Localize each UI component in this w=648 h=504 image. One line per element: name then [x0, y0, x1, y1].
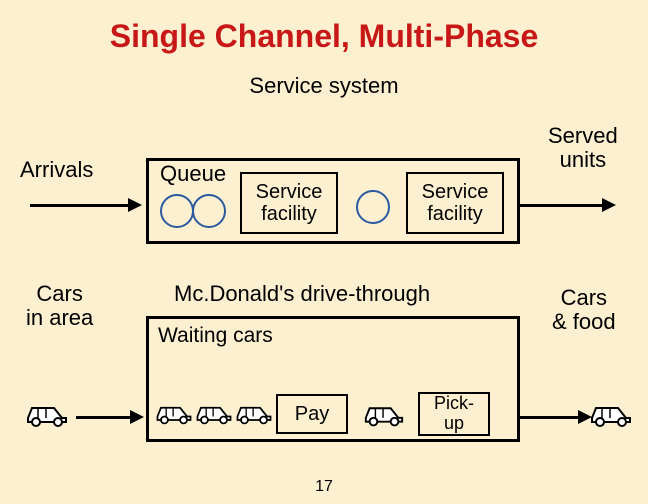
arrow-cars-in — [76, 416, 132, 419]
label-served-units: Served units — [548, 124, 618, 172]
queue-item-icon — [160, 194, 194, 228]
car-icon — [24, 400, 70, 428]
arrow-served-head — [602, 198, 616, 212]
label-queue: Queue — [160, 162, 226, 186]
car-icon — [362, 400, 406, 428]
arrow-served — [520, 204, 604, 207]
label-cars-and-food: Cars & food — [552, 286, 616, 334]
service-facility-box-1: Service facility — [240, 172, 338, 234]
queue-item-icon — [192, 194, 226, 228]
arrow-arrivals — [30, 204, 130, 207]
car-icon — [194, 400, 234, 426]
service-facility-box-2: Service facility — [406, 172, 504, 234]
page-title: Single Channel, Multi-Phase — [0, 0, 648, 55]
label-waiting-cars: Waiting cars — [158, 324, 273, 347]
arrow-cars-out — [520, 416, 580, 419]
pay-box: Pay — [276, 394, 348, 434]
arrow-arrivals-head — [128, 198, 142, 212]
label-cars-in-area: Cars in area — [26, 282, 93, 330]
label-arrivals: Arrivals — [20, 158, 93, 182]
car-icon — [234, 400, 274, 426]
subtitle-service-system: Service system — [0, 73, 648, 99]
pickup-box: Pick- up — [418, 392, 490, 436]
label-mcdonalds: Mc.Donald's drive-through — [174, 282, 430, 306]
car-icon — [154, 400, 194, 426]
arrow-cars-in-head — [130, 410, 144, 424]
page-number: 17 — [0, 478, 648, 496]
unit-between-icon — [356, 190, 390, 224]
car-icon — [588, 400, 634, 428]
